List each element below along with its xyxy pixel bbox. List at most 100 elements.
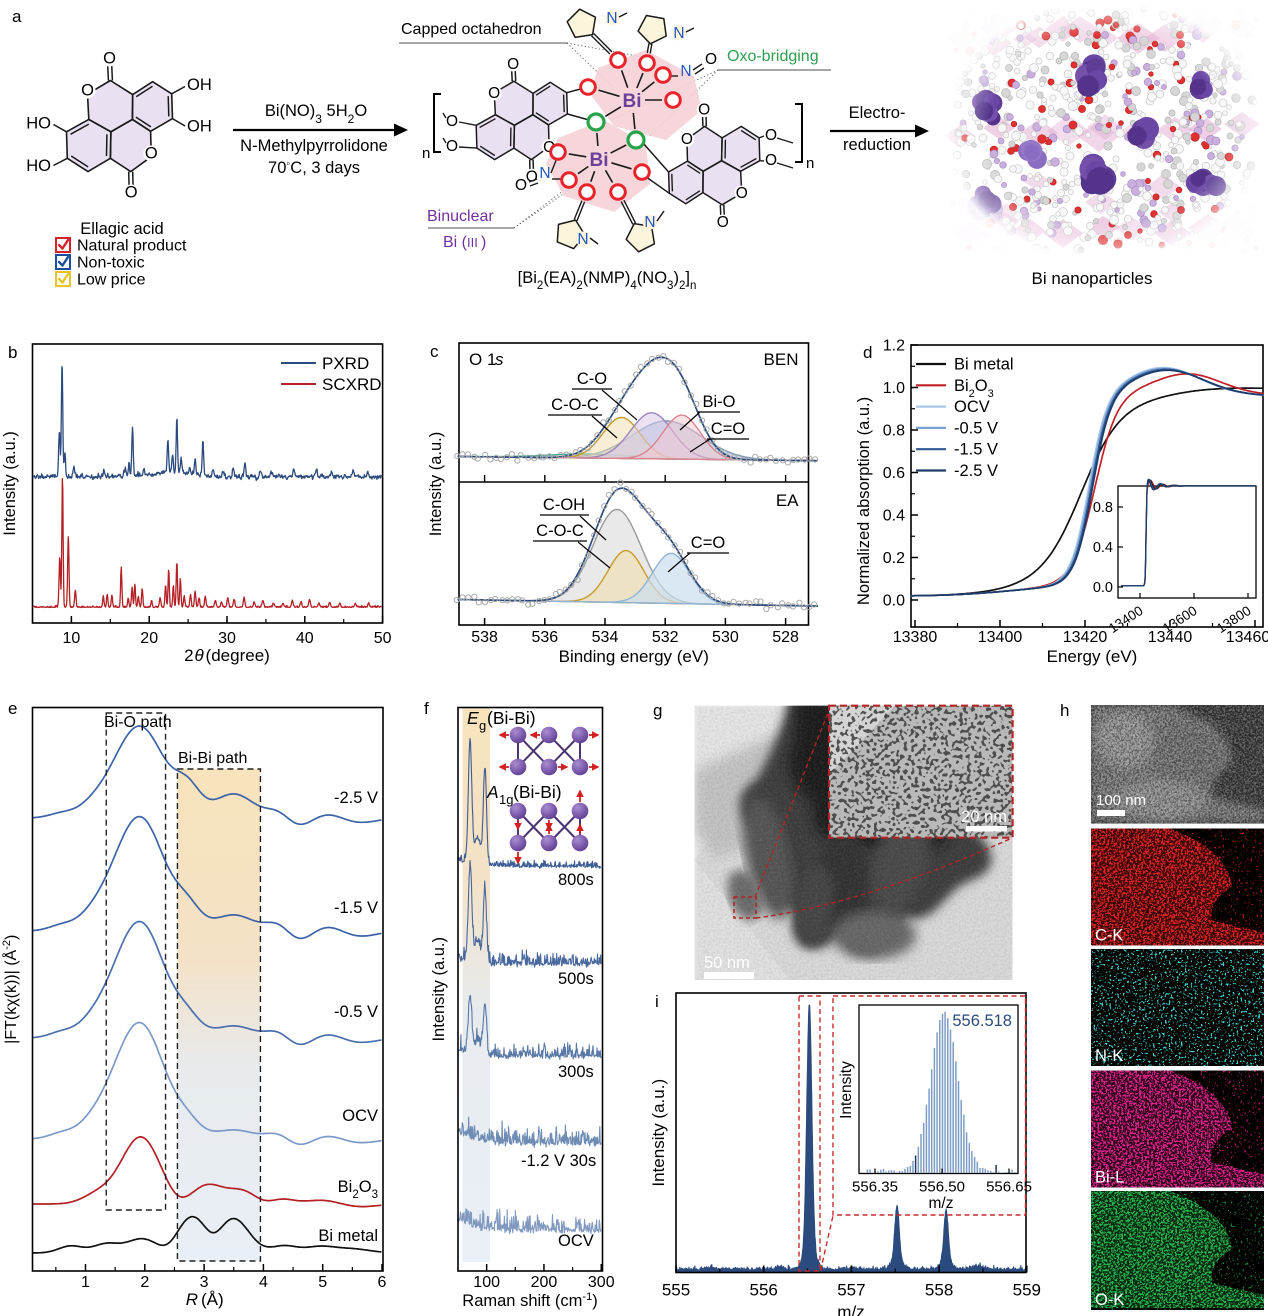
svg-text:N: N: [644, 214, 655, 231]
svg-text:O: O: [103, 50, 116, 68]
svg-text:g: g: [479, 718, 486, 733]
svg-text:n: n: [806, 155, 814, 172]
svg-text:50: 50: [374, 630, 392, 647]
svg-text:R: R: [186, 1290, 198, 1309]
svg-text:f: f: [424, 699, 429, 718]
svg-text:-0.5 V: -0.5 V: [334, 1003, 378, 1021]
svg-text:Capped octahedron: Capped octahedron: [401, 21, 542, 38]
svg-text:e: e: [8, 699, 17, 718]
svg-text:Energy (eV): Energy (eV): [1047, 647, 1138, 666]
svg-text:1: 1: [81, 1274, 90, 1291]
svg-text:g: g: [653, 701, 662, 720]
svg-text:532: 532: [652, 629, 679, 646]
svg-text:13400: 13400: [978, 629, 1023, 646]
svg-text:PXRD: PXRD: [322, 354, 369, 373]
svg-text:m/z: m/z: [929, 1195, 954, 1212]
svg-text:III: III: [467, 235, 478, 250]
svg-text:O: O: [526, 168, 538, 185]
svg-text:O: O: [705, 51, 717, 68]
svg-text:1.0: 1.0: [883, 380, 905, 397]
svg-text:EA: EA: [776, 491, 799, 510]
svg-text:A: A: [486, 782, 499, 802]
svg-text:13380: 13380: [893, 629, 938, 646]
svg-text:N-K: N-K: [1095, 1047, 1123, 1065]
svg-text:d: d: [863, 343, 872, 362]
svg-text:N-Methylpyrrolidone: N-Methylpyrrolidone: [240, 137, 388, 155]
svg-text:C-O-C: C-O-C: [551, 396, 599, 414]
svg-text:Raman shift (cm-1): Raman shift (cm-1): [462, 1291, 597, 1310]
svg-text:40: 40: [296, 630, 314, 647]
svg-text:800s: 800s: [558, 871, 594, 889]
svg-text:C-O: C-O: [577, 370, 607, 388]
svg-text:h: h: [1060, 701, 1069, 720]
svg-text:0.8: 0.8: [883, 423, 905, 440]
svg-text:OCV: OCV: [342, 1107, 378, 1125]
svg-text:(Bi-Bi): (Bi-Bi): [487, 708, 536, 728]
svg-text:0.0: 0.0: [883, 593, 905, 610]
svg-text:[Bi2(EA)2(NMP)4(NO3)2]n: [Bi2(EA)2(NMP)4(NO3)2]n: [518, 269, 697, 292]
svg-text:C-O-C: C-O-C: [536, 522, 584, 540]
svg-text:OCV: OCV: [954, 398, 990, 416]
svg-text:4: 4: [259, 1274, 268, 1291]
svg-text:Ellagic acid: Ellagic acid: [80, 220, 163, 238]
svg-text:O: O: [446, 138, 458, 155]
svg-text:O: O: [765, 127, 777, 144]
svg-text:5: 5: [318, 1274, 327, 1291]
svg-text:200: 200: [531, 1274, 558, 1291]
svg-text:O: O: [145, 145, 158, 163]
svg-text:c: c: [430, 342, 439, 361]
svg-text:300: 300: [588, 1274, 615, 1291]
svg-text:Bi: Bi: [590, 150, 609, 171]
svg-text:Bi2O3: Bi2O3: [338, 1178, 378, 1201]
svg-text:Intensity: Intensity: [838, 1061, 855, 1119]
svg-text:Low price: Low price: [77, 272, 146, 289]
svg-text:50 nm: 50 nm: [704, 954, 750, 972]
svg-text:O: O: [488, 85, 500, 102]
svg-text:Bi (: Bi (: [443, 234, 468, 251]
svg-text:OH: OH: [187, 118, 212, 136]
svg-text:13440: 13440: [1148, 629, 1193, 646]
svg-text:6: 6: [378, 1274, 387, 1291]
svg-text:500s: 500s: [558, 970, 594, 988]
svg-text:1.2: 1.2: [883, 338, 905, 355]
svg-text:N: N: [577, 231, 588, 248]
svg-text:Bi-O path: Bi-O path: [104, 714, 172, 731]
svg-text:1g: 1g: [499, 792, 513, 807]
svg-text:-1.5 V: -1.5 V: [954, 441, 998, 459]
svg-text:n: n: [422, 145, 430, 162]
svg-text:Natural product: Natural product: [77, 238, 187, 255]
svg-text:Intensity (a.u.): Intensity (a.u.): [649, 1079, 668, 1187]
svg-text:Intensity (a.u.): Intensity (a.u.): [427, 432, 445, 537]
svg-text:Bi2O3: Bi2O3: [954, 377, 994, 400]
svg-text:30: 30: [218, 630, 236, 647]
svg-text:Non-toxic: Non-toxic: [77, 255, 145, 272]
svg-text:O: O: [736, 185, 748, 202]
svg-text:O: O: [125, 184, 138, 202]
svg-text:0.6: 0.6: [883, 465, 905, 482]
svg-text:13460: 13460: [1226, 629, 1268, 646]
svg-text:-1.5 V: -1.5 V: [334, 899, 378, 917]
svg-text:3: 3: [200, 1274, 209, 1291]
svg-text:-2.5 V: -2.5 V: [334, 789, 378, 807]
svg-text:O: O: [765, 152, 777, 169]
svg-text:O-K: O-K: [1095, 1291, 1124, 1309]
svg-text:Binuclear: Binuclear: [427, 208, 494, 225]
svg-text:100: 100: [473, 1274, 500, 1291]
svg-text:556.35: 556.35: [852, 1179, 898, 1196]
svg-text:Bi: Bi: [623, 91, 642, 112]
svg-text:Intensity (a.u.): Intensity (a.u.): [430, 937, 448, 1042]
svg-text:555: 555: [662, 1281, 690, 1300]
svg-text:reduction: reduction: [843, 136, 911, 154]
svg-text:300s: 300s: [558, 1063, 594, 1081]
svg-text:556.518: 556.518: [952, 1012, 1012, 1030]
svg-text:E: E: [467, 708, 479, 728]
svg-text:0.2: 0.2: [883, 550, 905, 567]
svg-text:70◦C, 3 days: 70◦C, 3 days: [268, 158, 360, 177]
svg-text:N: N: [680, 63, 691, 80]
svg-text:i: i: [655, 992, 659, 1011]
svg-text:556.65: 556.65: [986, 1179, 1032, 1196]
svg-text:0.0: 0.0: [1093, 580, 1113, 596]
svg-text:OH: OH: [187, 76, 212, 94]
svg-text:OCV: OCV: [558, 1232, 594, 1250]
svg-text:N: N: [673, 25, 684, 42]
